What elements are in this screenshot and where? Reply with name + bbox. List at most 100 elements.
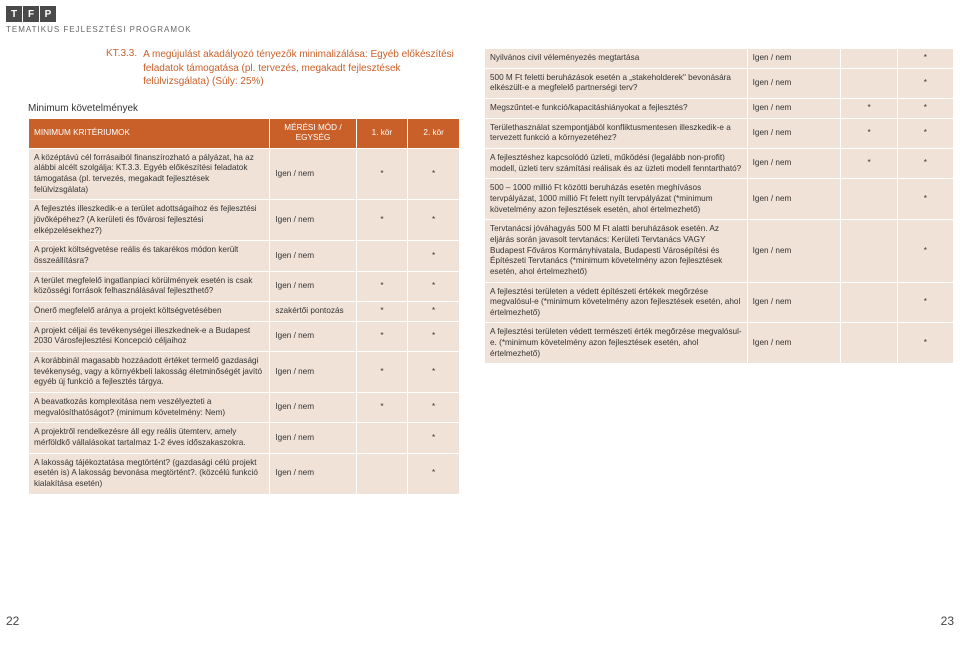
- cell-kor1: *: [356, 200, 408, 241]
- cell-kor2: *: [408, 302, 460, 322]
- cell-kor1: [356, 423, 408, 453]
- cell-criteria: A projekt költségvetése reális és takaré…: [29, 241, 270, 271]
- cell-kor1: *: [841, 118, 897, 148]
- cell-measure: Igen / nem: [270, 200, 356, 241]
- cell-measure: Igen / nem: [747, 118, 841, 148]
- cell-measure: Igen / nem: [747, 282, 841, 323]
- cell-kor1: [356, 241, 408, 271]
- cell-criteria: A fejlesztési területen védett természet…: [485, 323, 748, 364]
- cell-kor1: [841, 220, 897, 282]
- table-row: 500 M Ft feletti beruházások esetén a „s…: [485, 68, 954, 98]
- cell-kor1: [841, 68, 897, 98]
- cell-criteria: A fejlesztés illeszkedik-e a terület ado…: [29, 200, 270, 241]
- cell-kor2: *: [408, 241, 460, 271]
- cell-criteria: A terület megfelelő ingatlanpiaci körülm…: [29, 271, 270, 301]
- cell-measure: Igen / nem: [270, 321, 356, 351]
- cell-criteria: A középtávú cél forrásaiból finanszírozh…: [29, 148, 270, 200]
- cell-measure: Igen / nem: [270, 148, 356, 200]
- cell-kor2: *: [408, 200, 460, 241]
- cell-kor1: *: [356, 302, 408, 322]
- cell-kor2: *: [897, 323, 953, 364]
- cell-measure: Igen / nem: [747, 179, 841, 220]
- cell-measure: Igen / nem: [270, 423, 356, 453]
- cell-kor1: [841, 49, 897, 69]
- table-row: A fejlesztéshez kapcsolódó üzleti, működ…: [485, 148, 954, 178]
- cell-kor1: *: [356, 271, 408, 301]
- table-header-row: MINIMUM KRITÉRIUMOK MÉRÉSI MÓD / EGYSÉG …: [29, 118, 460, 148]
- cell-criteria: Önerő megfelelő aránya a projekt költség…: [29, 302, 270, 322]
- cell-criteria: A projektről rendelkezésre áll egy reáli…: [29, 423, 270, 453]
- cell-kor2: *: [897, 148, 953, 178]
- cell-measure: Igen / nem: [747, 49, 841, 69]
- cell-kor1: *: [841, 148, 897, 178]
- cell-measure: Igen / nem: [270, 352, 356, 393]
- page-number-right: 23: [941, 614, 954, 628]
- cell-measure: Igen / nem: [747, 323, 841, 364]
- cell-criteria: A lakosság tájékoztatása megtörtént? (ga…: [29, 453, 270, 494]
- table-row: 500 – 1000 millió Ft közötti beruházás e…: [485, 179, 954, 220]
- cell-kor2: *: [408, 271, 460, 301]
- cell-kor2: *: [897, 98, 953, 118]
- cell-criteria: 500 M Ft feletti beruházások esetén a „s…: [485, 68, 748, 98]
- table-row: Területhasználat szempontjából konfliktu…: [485, 118, 954, 148]
- page-number-left: 22: [6, 614, 19, 628]
- header-kor2: 2. kör: [408, 118, 460, 148]
- cell-criteria: A korábbinál magasabb hozzáadott értéket…: [29, 352, 270, 393]
- table-row: A projekt céljai és tevékenységei illesz…: [29, 321, 460, 351]
- cell-criteria: Megszűntet-e funkció/kapacitáshiányokat …: [485, 98, 748, 118]
- cell-kor1: *: [841, 98, 897, 118]
- kt-code: KT.3.3.: [106, 48, 137, 89]
- table-row: A beavatkozás komplexitása nem veszélyez…: [29, 392, 460, 422]
- cell-kor1: *: [356, 392, 408, 422]
- cell-kor2: *: [897, 118, 953, 148]
- table-row: Tervtanácsi jóváhagyás 500 M Ft alatti b…: [485, 220, 954, 282]
- cell-kor2: *: [408, 321, 460, 351]
- kt-heading: KT.3.3. A megújulást akadályozó tényezők…: [106, 48, 460, 89]
- logo-subtitle: TEMATIKUS FEJLESZTÉSI PROGRAMOK: [6, 25, 192, 34]
- table-row: A fejlesztés illeszkedik-e a terület ado…: [29, 200, 460, 241]
- right-column: Nyilvános civil véleményezés megtartásaI…: [484, 48, 954, 658]
- cell-measure: Igen / nem: [747, 98, 841, 118]
- cell-criteria: A projekt céljai és tevékenységei illesz…: [29, 321, 270, 351]
- table-row: A projektről rendelkezésre áll egy reáli…: [29, 423, 460, 453]
- table-row: A lakosság tájékoztatása megtörtént? (ga…: [29, 453, 460, 494]
- cell-criteria: 500 – 1000 millió Ft közötti beruházás e…: [485, 179, 748, 220]
- cell-measure: Igen / nem: [747, 220, 841, 282]
- cell-kor2: *: [897, 179, 953, 220]
- cell-kor1: [841, 179, 897, 220]
- cell-criteria: A fejlesztési területen a védett építész…: [485, 282, 748, 323]
- table-row: A fejlesztési területen védett természet…: [485, 323, 954, 364]
- cell-criteria: Nyilvános civil véleményezés megtartása: [485, 49, 748, 69]
- cell-kor2: *: [897, 49, 953, 69]
- logo-box-t: T: [6, 6, 22, 22]
- cell-kor2: *: [897, 220, 953, 282]
- cell-kor1: *: [356, 352, 408, 393]
- cell-kor2: *: [408, 352, 460, 393]
- cell-measure: Igen / nem: [270, 271, 356, 301]
- cell-kor1: [841, 282, 897, 323]
- table-row: Önerő megfelelő aránya a projekt költség…: [29, 302, 460, 322]
- criteria-table-left: MINIMUM KRITÉRIUMOK MÉRÉSI MÓD / EGYSÉG …: [28, 118, 460, 495]
- table-row: A fejlesztési területen a védett építész…: [485, 282, 954, 323]
- main-content: KT.3.3. A megújulást akadályozó tényezők…: [28, 48, 954, 658]
- cell-kor2: *: [897, 282, 953, 323]
- cell-criteria: A beavatkozás komplexitása nem veszélyez…: [29, 392, 270, 422]
- cell-kor1: [841, 323, 897, 364]
- left-column: KT.3.3. A megújulást akadályozó tényezők…: [28, 48, 460, 658]
- cell-kor2: *: [408, 148, 460, 200]
- logo-box-p: P: [40, 6, 56, 22]
- cell-measure: Igen / nem: [270, 241, 356, 271]
- table-row: A korábbinál magasabb hozzáadott értéket…: [29, 352, 460, 393]
- cell-kor2: *: [897, 68, 953, 98]
- table-row: Megszűntet-e funkció/kapacitáshiányokat …: [485, 98, 954, 118]
- cell-measure: Igen / nem: [270, 392, 356, 422]
- cell-kor2: *: [408, 453, 460, 494]
- header-criteria: MINIMUM KRITÉRIUMOK: [29, 118, 270, 148]
- table-row: A terület megfelelő ingatlanpiaci körülm…: [29, 271, 460, 301]
- kt-text: A megújulást akadályozó tényezők minimal…: [143, 48, 460, 89]
- cell-criteria: Területhasználat szempontjából konfliktu…: [485, 118, 748, 148]
- header-measure: MÉRÉSI MÓD / EGYSÉG: [270, 118, 356, 148]
- cell-measure: szakértői pontozás: [270, 302, 356, 322]
- cell-kor2: *: [408, 423, 460, 453]
- logo: T F P TEMATIKUS FEJLESZTÉSI PROGRAMOK: [6, 6, 192, 34]
